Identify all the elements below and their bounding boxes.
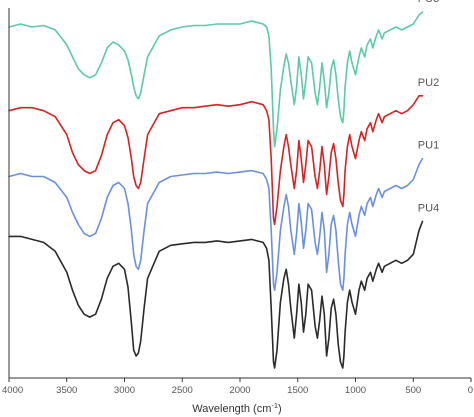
- x-tick-label: 1500: [287, 385, 308, 396]
- x-tick-label: 4000: [2, 385, 23, 396]
- series-line-pu1: [8, 157, 424, 291]
- series-line-pu3: [8, 11, 424, 148]
- series-label-pu4: PU4: [418, 202, 439, 214]
- x-axis-ticks: 4000 3500 3000 2500 2000 1500 1000 500 0: [2, 378, 473, 396]
- x-tick-label: 0: [468, 385, 473, 396]
- series-label-pu3: PU3: [418, 0, 439, 5]
- x-tick-label: 500: [405, 385, 421, 396]
- x-axis-title-close: ): [278, 403, 282, 415]
- series-line-pu4: [8, 220, 424, 369]
- series-labels: PU3 PU2 PU1 PU4: [418, 0, 439, 214]
- x-tick-label: 3500: [56, 385, 77, 396]
- series-label-pu1: PU1: [418, 140, 439, 152]
- x-axis-title-superscript: -1: [271, 401, 278, 410]
- spectra-traces: [8, 11, 424, 369]
- x-tick-label: 2000: [229, 385, 250, 396]
- series-line-pu2: [8, 95, 424, 226]
- series-label-pu2: PU2: [418, 77, 439, 89]
- x-tick-label: 2500: [172, 385, 193, 396]
- x-tick-label: 3000: [114, 385, 135, 396]
- x-axis-title: Wavelength (cm-1): [192, 401, 281, 415]
- x-tick-label: 1000: [345, 385, 366, 396]
